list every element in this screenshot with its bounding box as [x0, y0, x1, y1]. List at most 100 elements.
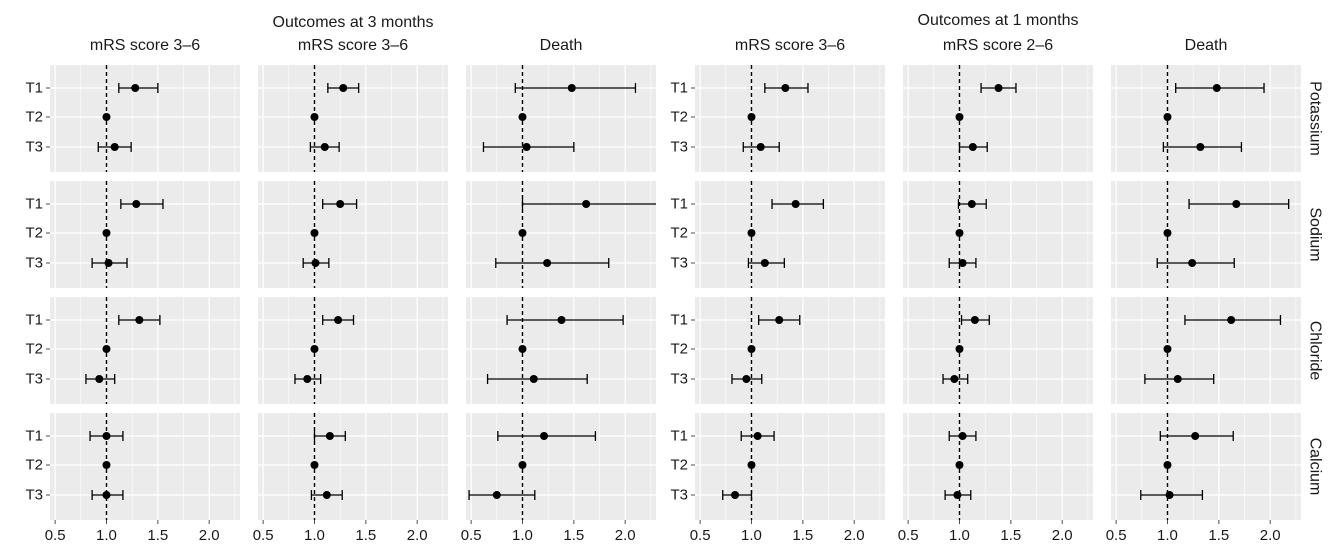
- y-tick-label: T1: [25, 428, 43, 445]
- panel-background: [258, 297, 448, 404]
- point-estimate: [955, 113, 964, 121]
- point-estimate: [1191, 432, 1200, 440]
- column-title-4: mRS score 3–6: [735, 37, 845, 54]
- x-tick-label: 0.5: [1106, 527, 1127, 544]
- y-tick-label: T3: [670, 139, 688, 156]
- x-tick-label: 1.5: [147, 527, 168, 544]
- y-tick-label: T1: [670, 196, 688, 213]
- point-estimate: [339, 84, 348, 92]
- point-estimate: [102, 229, 111, 237]
- y-tick-label: T1: [25, 196, 43, 213]
- row-strip-chloride: Chloride: [1307, 321, 1324, 381]
- point-estimate: [518, 113, 527, 121]
- y-tick-label: T2: [670, 457, 688, 474]
- row-strip-sodium: Sodium: [1307, 207, 1324, 261]
- point-estimate: [955, 345, 964, 353]
- point-estimate: [747, 229, 756, 237]
- y-tick-label: T2: [25, 341, 43, 358]
- point-estimate: [955, 461, 964, 469]
- point-estimate: [955, 229, 964, 237]
- y-tick-label: T2: [25, 457, 43, 474]
- x-tick-label: 1.5: [1000, 527, 1021, 544]
- point-estimate: [582, 200, 591, 208]
- point-estimate: [760, 259, 769, 267]
- x-tick-label: 2.0: [407, 527, 428, 544]
- point-estimate: [320, 143, 329, 151]
- point-estimate: [958, 259, 967, 267]
- point-estimate: [747, 113, 756, 121]
- column-title-1: mRS score 3–6: [90, 37, 200, 54]
- y-tick-label: T1: [670, 312, 688, 329]
- point-estimate: [1232, 200, 1241, 208]
- point-estimate: [310, 229, 319, 237]
- point-estimate: [310, 461, 319, 469]
- point-estimate: [756, 143, 765, 151]
- x-tick-label: 2.0: [844, 527, 865, 544]
- point-estimate: [1163, 113, 1172, 121]
- point-estimate: [1227, 316, 1236, 324]
- x-tick-label: 1.5: [563, 527, 584, 544]
- point-estimate: [325, 432, 334, 440]
- point-estimate: [1188, 259, 1197, 267]
- panel-background: [695, 65, 885, 172]
- point-estimate: [968, 143, 977, 151]
- x-tick-label: 1.5: [355, 527, 376, 544]
- x-tick-label: 1.0: [304, 527, 325, 544]
- panel-background: [50, 181, 240, 288]
- column-title-5: mRS score 2–6: [943, 37, 1053, 54]
- point-estimate: [1212, 84, 1221, 92]
- point-estimate: [1163, 461, 1172, 469]
- panel-background: [695, 413, 885, 520]
- panel-background: [50, 297, 240, 404]
- x-tick-label: 2.0: [1260, 527, 1281, 544]
- panel-background: [1111, 65, 1301, 172]
- point-estimate: [742, 375, 751, 383]
- point-estimate: [334, 316, 343, 324]
- point-estimate: [310, 113, 319, 121]
- y-tick-label: T1: [670, 80, 688, 97]
- point-estimate: [1165, 491, 1174, 499]
- point-estimate: [95, 375, 104, 383]
- point-estimate: [747, 345, 756, 353]
- x-tick-label: 2.0: [1052, 527, 1073, 544]
- panel-background: [1111, 297, 1301, 404]
- point-estimate: [970, 316, 979, 324]
- point-estimate: [518, 345, 527, 353]
- y-tick-label: T2: [25, 109, 43, 126]
- x-tick-label: 0.5: [690, 527, 711, 544]
- point-estimate: [104, 259, 113, 267]
- point-estimate: [102, 345, 111, 353]
- y-tick-label: T3: [25, 371, 43, 388]
- point-estimate: [102, 113, 111, 121]
- point-estimate: [953, 491, 962, 499]
- panel-background: [50, 413, 240, 520]
- point-estimate: [135, 316, 144, 324]
- x-tick-label: 2.0: [615, 527, 636, 544]
- point-estimate: [322, 491, 331, 499]
- x-tick-label: 1.0: [1157, 527, 1178, 544]
- point-estimate: [303, 375, 312, 383]
- panel-background: [466, 65, 656, 172]
- panel-background: [695, 297, 885, 404]
- panel-background: [1111, 181, 1301, 288]
- panel-background: [903, 413, 1093, 520]
- point-estimate: [522, 143, 531, 151]
- point-estimate: [791, 200, 800, 208]
- x-tick-label: 1.5: [1208, 527, 1229, 544]
- x-tick-label: 0.5: [45, 527, 66, 544]
- group-title-3-months: Outcomes at 3 months: [273, 14, 434, 31]
- point-estimate: [994, 84, 1003, 92]
- point-estimate: [753, 432, 762, 440]
- y-tick-label: T3: [25, 255, 43, 272]
- y-tick-label: T3: [670, 255, 688, 272]
- row-strip-potassium: Potassium: [1307, 81, 1324, 156]
- y-tick-label: T1: [670, 428, 688, 445]
- point-estimate: [492, 491, 501, 499]
- y-tick-label: T2: [670, 225, 688, 242]
- y-tick-label: T3: [25, 487, 43, 504]
- point-estimate: [950, 375, 959, 383]
- column-title-2: mRS score 3–6: [298, 37, 408, 54]
- point-estimate: [1196, 143, 1205, 151]
- panel-background: [258, 65, 448, 172]
- point-estimate: [567, 84, 576, 92]
